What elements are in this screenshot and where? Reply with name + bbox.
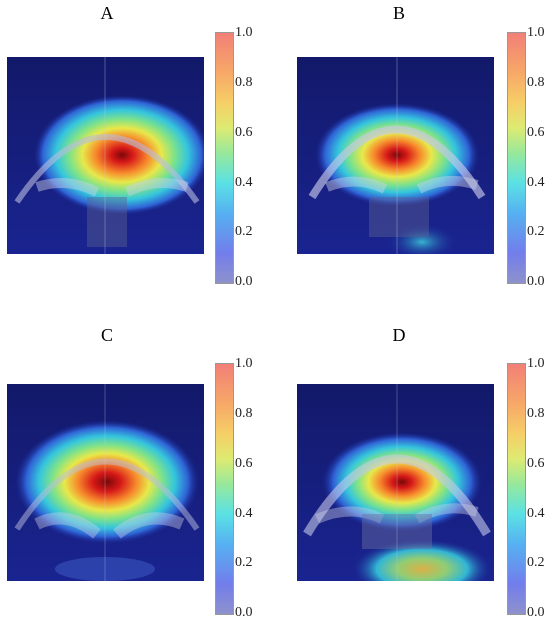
- heatmap-svg-a: [7, 57, 204, 254]
- heatmap-image-c: [7, 384, 204, 581]
- colorbar-tick: 0.0: [527, 605, 545, 620]
- panel-d: D: [275, 311, 550, 622]
- colorbar-a: [215, 32, 234, 284]
- panel-label-a: A: [100, 3, 114, 23]
- panel-label-d: D: [392, 325, 406, 345]
- colorbar-tick: 0.8: [527, 406, 545, 421]
- colorbar-tick: 0.8: [235, 406, 253, 421]
- colorbar-tick: 0.6: [235, 456, 253, 471]
- colorbar-tick: 0.4: [235, 175, 253, 190]
- heatmap-image-a: [7, 57, 204, 254]
- colorbar-tick: 0.2: [235, 224, 253, 239]
- panel-label-b: B: [392, 3, 405, 23]
- colorbar-tick: 0.6: [235, 125, 253, 140]
- colorbar-tick: 0.6: [527, 456, 545, 471]
- panel-c: C: [0, 311, 275, 622]
- colorbar-tick: 0.4: [527, 506, 545, 521]
- panel-b: B: [275, 0, 550, 311]
- colorbar-tick: 1.0: [235, 25, 253, 40]
- colorbar-tick: 0.2: [235, 555, 253, 570]
- colorbar-c: [215, 363, 234, 615]
- colorbar-d: [507, 363, 526, 615]
- colorbar-tick: 0.0: [527, 274, 545, 289]
- colorbar-tick: 0.4: [527, 175, 545, 190]
- colorbar-tick: 1.0: [235, 356, 253, 371]
- heatmap-image-b: [297, 57, 494, 254]
- colorbar-tick: 0.8: [235, 75, 253, 90]
- panel-a: A: [0, 0, 275, 311]
- panel-label-c: C: [100, 325, 113, 345]
- colorbar-tick: 0.6: [527, 125, 545, 140]
- colorbar-tick: 0.2: [527, 555, 545, 570]
- colorbar-tick: 0.4: [235, 506, 253, 521]
- colorbar-tick: 0.0: [235, 605, 253, 620]
- heatmap-image-d: [297, 384, 494, 581]
- colorbar-tick: 0.8: [527, 75, 545, 90]
- colorbar-tick: 1.0: [527, 356, 545, 371]
- colorbar-tick: 0.2: [527, 224, 545, 239]
- heatmap-svg-d: [297, 384, 494, 581]
- colorbar-b: [507, 32, 526, 284]
- heatmap-svg-b: [297, 57, 494, 254]
- colorbar-tick: 1.0: [527, 25, 545, 40]
- colorbar-tick: 0.0: [235, 274, 253, 289]
- heatmap-svg-c: [7, 384, 204, 581]
